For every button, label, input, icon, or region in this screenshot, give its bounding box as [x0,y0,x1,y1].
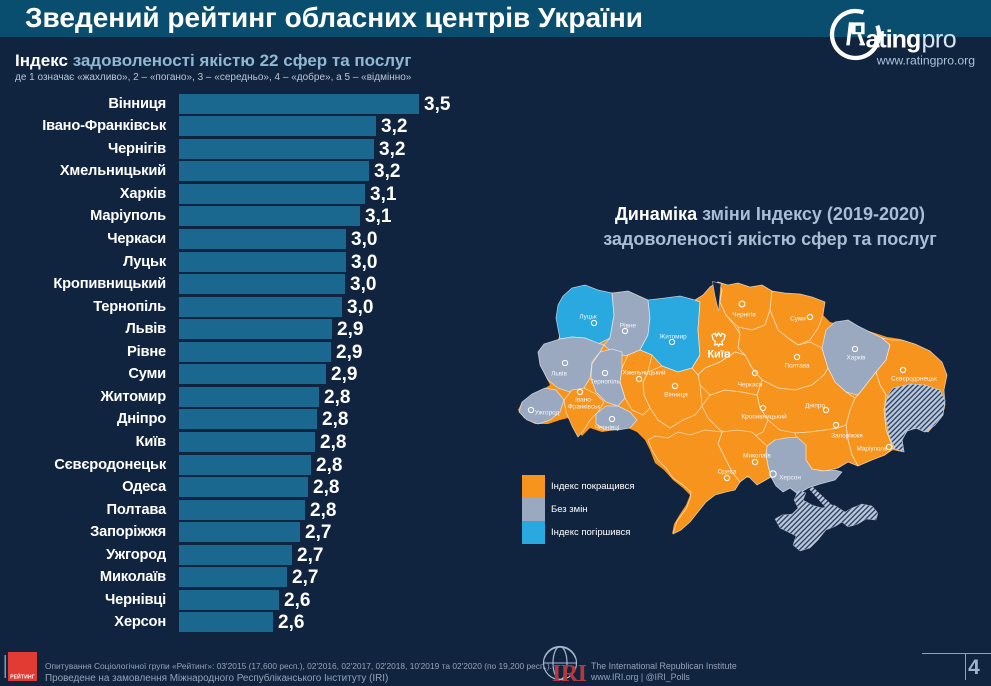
svg-text:Тернопіль: Тернопіль [590,377,620,385]
svg-text:Кропивницький: Кропивницький [741,412,787,420]
svg-text:Київ: Київ [707,348,731,360]
svg-text:РЕЙТИНГ: РЕЙТИНГ [10,673,35,681]
svg-text:Львів: Львів [551,369,567,377]
svg-text:Харків: Харків [847,353,867,361]
svg-text:Рівне: Рівне [620,321,637,329]
svg-text:www.ratingpro.org: www.ratingpro.org [876,54,975,68]
svg-text:Дніпро: Дніпро [805,401,825,409]
svg-text:Ужгород: Ужгород [535,409,560,416]
svg-text:pro: pro [922,25,957,53]
svg-text:Івано-: Івано- [575,396,593,403]
svg-text:Одеса: Одеса [718,468,737,475]
svg-text:Маріуполь: Маріуполь [856,444,888,452]
svg-text:Луцьк: Луцьк [579,313,596,320]
svg-text:Черкаси: Черкаси [738,381,763,388]
svg-text:Сєвєродонецьк: Сєвєродонецьк [891,375,937,382]
svg-text:ating: ating [866,25,921,53]
svg-text:Хмельницький: Хмельницький [622,368,666,376]
svg-text:Чернівці: Чернівці [595,423,620,431]
svg-text:Житомир: Житомир [659,333,687,340]
svg-text:IRI: IRI [552,661,587,686]
svg-text:Запоріжжя: Запоріжжя [831,431,863,439]
svg-text:Чернігів: Чернігів [732,310,756,318]
svg-text:Суми: Суми [790,315,806,322]
svg-text:Миколаїв: Миколаїв [743,452,771,459]
svg-text:Полтава: Полтава [784,362,809,369]
svg-text:Франківськ: Франківськ [568,402,601,410]
svg-text:Херсон: Херсон [779,474,801,481]
svg-text:Вінниця: Вінниця [664,390,688,398]
